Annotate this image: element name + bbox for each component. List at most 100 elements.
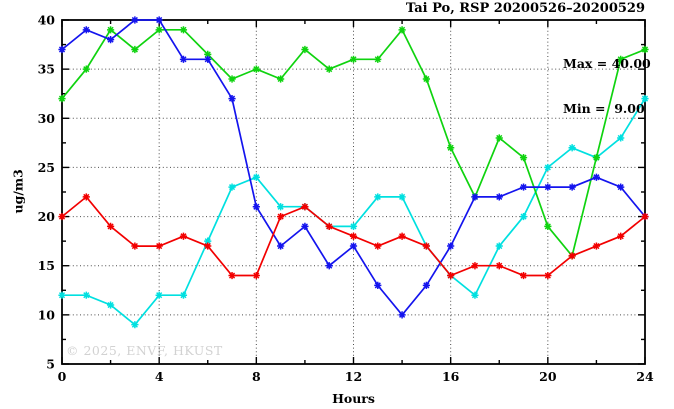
series-blue-marker bbox=[131, 16, 139, 24]
series-red-marker bbox=[204, 242, 212, 250]
series-red-marker bbox=[617, 232, 625, 240]
series-red-marker bbox=[325, 222, 333, 230]
series-blue-marker bbox=[398, 311, 406, 319]
series-green-marker bbox=[641, 45, 649, 54]
series-cyan-marker bbox=[252, 173, 260, 181]
series-green-marker bbox=[82, 65, 90, 73]
series-cyan-marker bbox=[349, 222, 358, 230]
series-blue-marker bbox=[228, 95, 236, 103]
y-tick-label: 30 bbox=[38, 111, 56, 126]
series-blue-marker bbox=[252, 203, 260, 211]
series-red-marker bbox=[58, 212, 66, 221]
series-green-marker bbox=[398, 26, 406, 34]
x-tick-label: 0 bbox=[58, 369, 67, 384]
series-green-marker bbox=[519, 154, 528, 162]
series-red-marker bbox=[179, 232, 188, 240]
series-red-marker bbox=[301, 203, 309, 211]
x-tick-label: 24 bbox=[636, 369, 654, 384]
series-red-marker bbox=[471, 262, 479, 270]
x-tick-label: 16 bbox=[442, 369, 460, 384]
series-red-marker bbox=[228, 271, 236, 280]
series-green-marker bbox=[301, 45, 309, 54]
series-cyan-marker bbox=[131, 321, 139, 329]
series-blue-marker bbox=[179, 55, 188, 63]
series-green-marker bbox=[252, 65, 260, 73]
series-cyan-marker bbox=[641, 95, 649, 103]
series-green-marker bbox=[179, 26, 188, 34]
series-green-marker bbox=[58, 95, 66, 103]
series-red-marker bbox=[422, 242, 430, 250]
series-blue-marker bbox=[471, 193, 479, 201]
series-red-marker bbox=[82, 193, 90, 201]
series-blue-marker bbox=[447, 242, 455, 250]
x-tick-label: 12 bbox=[345, 369, 362, 384]
series-blue-marker bbox=[106, 36, 115, 44]
plot-frame bbox=[61, 19, 646, 365]
stat-max: Max = 40.00 bbox=[563, 56, 651, 71]
series-cyan-marker bbox=[106, 301, 115, 309]
series-red-marker bbox=[252, 271, 260, 280]
series-blue-marker bbox=[82, 26, 90, 34]
series-cyan-marker bbox=[58, 291, 66, 299]
series-red-marker bbox=[155, 242, 163, 250]
series-red-marker bbox=[374, 242, 382, 250]
x-tick-label: 8 bbox=[252, 369, 261, 384]
series-red-marker bbox=[349, 232, 358, 240]
series-green-marker bbox=[422, 75, 430, 83]
series-blue-marker bbox=[592, 173, 601, 181]
watermark: © 2025, ENVF, HKUST bbox=[66, 343, 223, 358]
y-tick-label: 25 bbox=[38, 160, 55, 175]
series-green-marker bbox=[349, 55, 358, 63]
stats-box: Max = 40.00 Min = 9.00 bbox=[563, 26, 651, 131]
series-blue-marker bbox=[58, 45, 66, 54]
series-red-marker bbox=[131, 242, 139, 250]
y-tick-label: 40 bbox=[38, 13, 56, 28]
series-blue-marker bbox=[277, 242, 285, 250]
y-tick-label: 15 bbox=[38, 258, 55, 273]
series-cyan-marker bbox=[179, 291, 188, 299]
series-green-marker bbox=[228, 75, 236, 83]
series-red-marker bbox=[592, 242, 601, 250]
series-cyan-marker bbox=[204, 237, 212, 245]
series-cyan-marker bbox=[495, 242, 503, 250]
series-blue-marker bbox=[495, 193, 503, 201]
series-cyan-marker bbox=[568, 144, 576, 152]
series-blue-marker bbox=[519, 183, 528, 191]
series-blue-marker bbox=[325, 262, 333, 270]
series-red-marker bbox=[398, 232, 406, 240]
x-tick-label: 20 bbox=[539, 369, 557, 384]
chart-title: Tai Po, RSP 20200526–20200529 bbox=[405, 1, 645, 16]
series-green-marker bbox=[544, 222, 552, 230]
series-red-marker bbox=[447, 271, 455, 280]
y-tick-label: 10 bbox=[38, 307, 56, 322]
series-green-marker bbox=[277, 75, 285, 83]
series-red-marker bbox=[519, 271, 528, 280]
series-red-marker bbox=[641, 212, 649, 221]
y-axis-label: ug/m3 bbox=[10, 169, 26, 214]
y-tick-label: 5 bbox=[46, 357, 55, 372]
series-blue-marker bbox=[422, 281, 430, 289]
series-green-marker bbox=[592, 154, 601, 162]
series-green-marker bbox=[617, 55, 625, 63]
series-red-marker bbox=[544, 271, 552, 280]
series-cyan-marker bbox=[519, 212, 528, 221]
series-blue-marker bbox=[544, 183, 552, 191]
series-red-marker bbox=[106, 222, 115, 230]
series-red-marker bbox=[568, 252, 576, 260]
x-axis-label: Hours bbox=[332, 391, 375, 406]
series-cyan-marker bbox=[398, 193, 406, 201]
series-green-marker bbox=[374, 55, 382, 63]
y-tick-label: 20 bbox=[38, 209, 56, 224]
series-cyan-marker bbox=[82, 291, 90, 299]
series-cyan-marker bbox=[544, 163, 552, 172]
series-cyan-marker bbox=[617, 134, 625, 142]
series-blue-marker bbox=[374, 281, 382, 289]
series-green-marker bbox=[204, 50, 212, 58]
series-blue-marker bbox=[155, 16, 163, 24]
series-blue-marker bbox=[204, 55, 212, 63]
series-green-marker bbox=[106, 26, 115, 34]
series-red bbox=[58, 193, 649, 280]
stat-min: Min = 9.00 bbox=[563, 101, 645, 116]
series-red-marker bbox=[495, 262, 503, 270]
